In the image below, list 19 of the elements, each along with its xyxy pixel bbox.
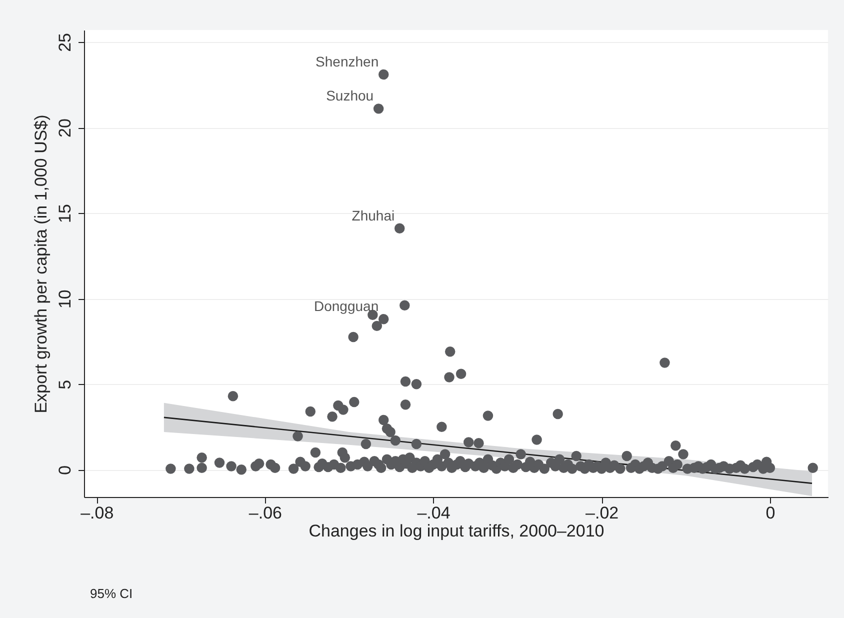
annotation: Shenzhen: [316, 53, 379, 70]
x-axis-title: Changes in log input tariffs, 2000–2010: [308, 522, 604, 540]
y-tick-label: 10: [56, 290, 74, 309]
y-tick-label: 0: [56, 465, 74, 475]
x-tick-label: –.06: [248, 504, 282, 522]
x-tick-label: 0: [766, 504, 776, 522]
y-tick-label: 5: [56, 380, 74, 390]
y-axis-title: Export growth per capita (in 1,000 US$): [32, 114, 50, 414]
annotation: Suzhou: [326, 88, 374, 104]
line-series: [163, 416, 813, 484]
annotation: Dongguan: [314, 298, 379, 314]
x-tick-label: –.08: [80, 504, 114, 522]
annotation: Zhuhai: [352, 207, 395, 224]
y-tick-label: 25: [56, 33, 74, 52]
y-tick-label: 20: [56, 118, 74, 138]
x-tick-label: –.04: [417, 504, 450, 522]
text: 95% CI: [90, 586, 133, 601]
x-tick-label: –.02: [586, 504, 619, 522]
y-tick-label: 15: [56, 204, 74, 223]
